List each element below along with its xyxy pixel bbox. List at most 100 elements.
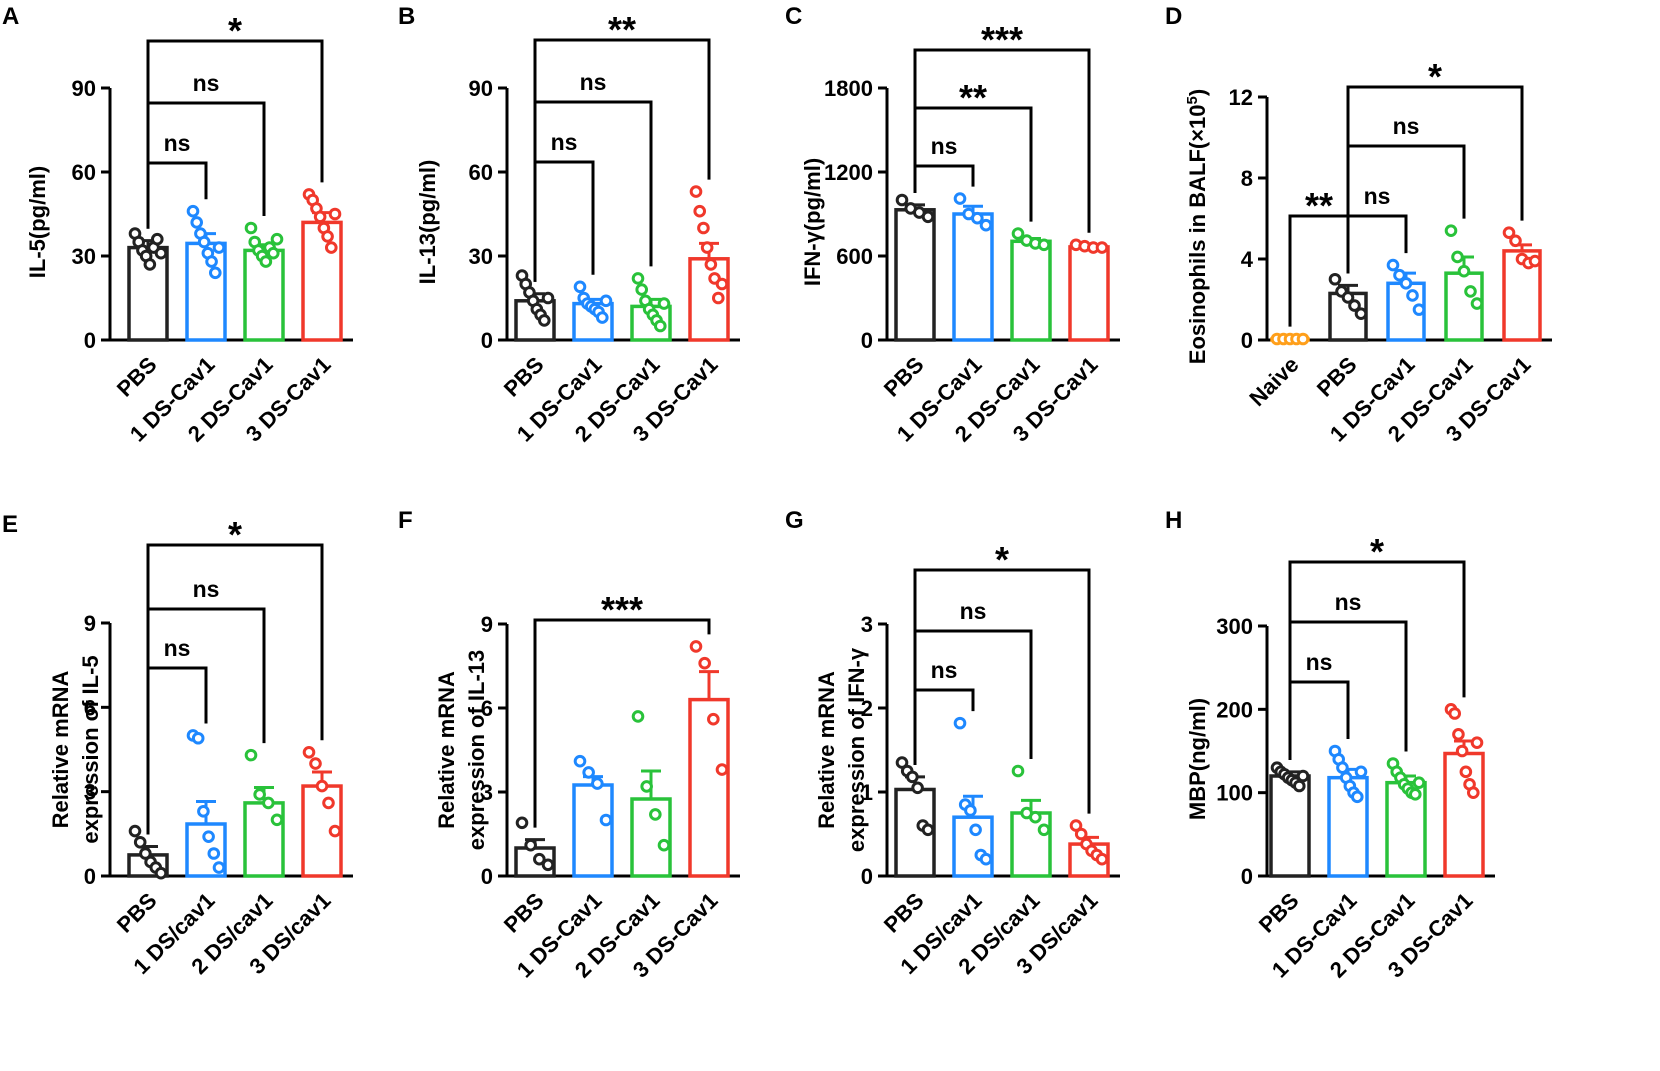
x-category-label: PBS xyxy=(499,352,549,402)
significance-label: ns xyxy=(193,576,220,602)
panel-letter: D xyxy=(1165,3,1182,30)
data-point xyxy=(707,712,720,726)
y-tick-label: 0 xyxy=(481,328,493,353)
data-point xyxy=(1037,823,1051,837)
bar-pbs xyxy=(894,208,936,342)
data-point xyxy=(143,258,157,271)
data-point xyxy=(190,216,204,229)
data-point xyxy=(964,804,977,817)
y-tick-label: 0 xyxy=(481,864,493,889)
data-point xyxy=(1444,224,1458,237)
data-point xyxy=(1296,332,1310,346)
data-point xyxy=(524,838,537,852)
significance-label: ns xyxy=(1364,183,1391,209)
data-point xyxy=(1011,764,1025,778)
data-point xyxy=(1354,307,1368,320)
data-point xyxy=(270,232,284,246)
x-category-label: PBS xyxy=(1312,352,1362,402)
data-point xyxy=(1470,297,1484,310)
y-tick-label: 3 xyxy=(84,780,96,805)
data-point xyxy=(1412,776,1426,789)
y-tick-label: 3 xyxy=(481,780,493,805)
y-tick-label: 60 xyxy=(469,160,493,185)
panel-letter: B xyxy=(398,3,415,30)
data-point xyxy=(202,830,215,843)
significance-label: * xyxy=(1370,531,1384,572)
data-point xyxy=(1069,819,1083,832)
y-label-line: Relative mRNA xyxy=(48,671,73,829)
data-point xyxy=(693,204,707,218)
bar-3-ds-cav1 xyxy=(301,220,343,342)
significance-label: ns xyxy=(931,657,958,683)
data-point xyxy=(1095,241,1109,254)
data-point xyxy=(631,710,645,723)
data-point xyxy=(1457,264,1471,278)
data-point xyxy=(1393,268,1406,282)
data-point xyxy=(128,824,142,838)
significance-label: ns xyxy=(580,69,607,95)
data-point xyxy=(969,823,982,837)
data-point xyxy=(302,746,316,759)
data-point xyxy=(208,266,222,280)
data-point xyxy=(186,204,200,218)
data-point xyxy=(599,813,613,827)
y-tick-label: 90 xyxy=(72,76,96,101)
y-label-line: Relative mRNA xyxy=(434,671,459,829)
significance-bracket xyxy=(1346,144,1466,274)
significance-label: ns xyxy=(1335,589,1362,615)
x-category-label: PBS xyxy=(499,888,549,938)
data-point xyxy=(1470,736,1484,749)
data-point xyxy=(1412,303,1426,316)
data-point xyxy=(953,716,967,730)
data-point xyxy=(541,291,555,305)
data-point xyxy=(635,283,649,296)
y-label-part: Eosinophils in BALF(×10 xyxy=(1185,104,1210,364)
y-tick-label: 60 xyxy=(72,160,96,185)
data-point xyxy=(253,788,266,801)
significance-bracket xyxy=(146,543,324,835)
y-tick-label: 1200 xyxy=(824,160,873,185)
y-label-line: expression of IFN-γ xyxy=(844,647,869,852)
significance-label: ** xyxy=(1305,185,1333,226)
bar-1-ds-cav1 xyxy=(952,212,994,342)
data-point xyxy=(328,824,342,838)
data-point xyxy=(591,777,604,790)
data-point xyxy=(315,779,329,793)
data-point xyxy=(1459,765,1473,779)
significance-label: ns xyxy=(1306,649,1333,675)
y-axis-label: Relative mRNA expression of IL-13 xyxy=(434,650,489,851)
data-point xyxy=(133,835,147,849)
data-point xyxy=(1354,765,1368,779)
significance-bracket xyxy=(533,38,711,282)
significance-bracket xyxy=(913,48,1091,233)
data-point xyxy=(197,805,210,818)
data-point xyxy=(1011,227,1025,240)
y-tick-label: 30 xyxy=(469,244,493,269)
data-point xyxy=(640,780,653,793)
data-point xyxy=(1455,744,1469,758)
significance-label: ns xyxy=(164,130,191,156)
panel-letter: E xyxy=(2,511,18,538)
data-point xyxy=(599,294,613,308)
y-tick-label: 9 xyxy=(481,612,493,637)
data-point xyxy=(1406,289,1419,302)
data-point xyxy=(266,246,280,260)
data-point xyxy=(533,852,546,866)
y-axis-label: IL-5(pg/ml) xyxy=(25,166,50,278)
data-point xyxy=(1328,272,1342,286)
data-point xyxy=(154,866,168,880)
data-point xyxy=(259,255,273,268)
significance-bracket xyxy=(533,160,595,282)
y-tick-label: 4 xyxy=(1241,247,1254,272)
data-point xyxy=(906,770,919,784)
y-tick-label: 9 xyxy=(84,611,96,636)
data-point xyxy=(1037,238,1051,252)
data-point xyxy=(631,272,645,285)
significance-bracket xyxy=(146,666,208,835)
data-point xyxy=(971,211,984,225)
significance-label: * xyxy=(995,539,1009,580)
data-point xyxy=(1386,258,1400,272)
